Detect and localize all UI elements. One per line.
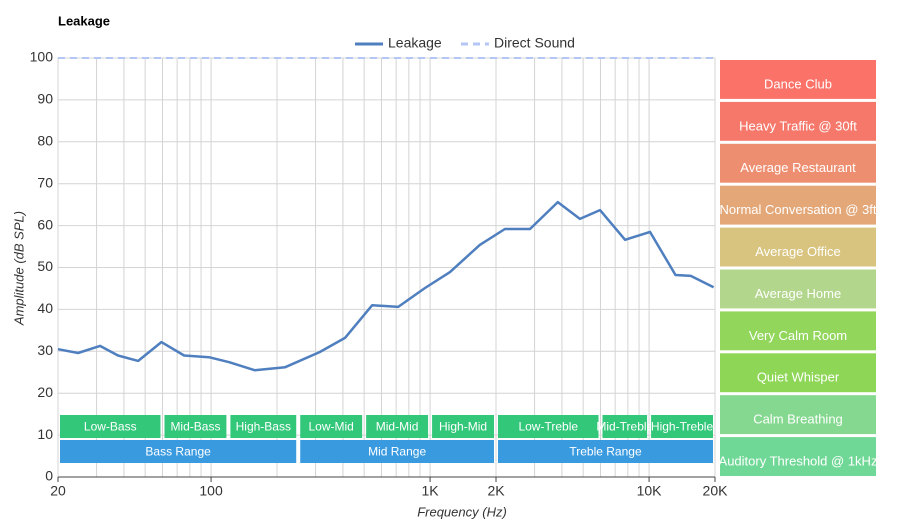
y-tick-label: 30 <box>37 342 53 358</box>
frequency-range <box>230 415 297 438</box>
reference-level <box>720 227 876 267</box>
frequency-range-label: Low-Treble <box>518 420 578 434</box>
reference-level-label: Heavy Traffic @ 30ft <box>739 118 857 133</box>
frequency-range <box>164 415 227 438</box>
reference-level-label: Normal Conversation @ 3ft <box>720 202 877 217</box>
reference-level <box>720 395 876 435</box>
frequency-range-label: Treble Range <box>569 445 642 459</box>
x-tick-label: 2K <box>487 483 505 499</box>
reference-level <box>720 60 876 99</box>
reference-level-label: Average Restaurant <box>740 160 856 175</box>
y-tick-label: 10 <box>37 426 53 442</box>
frequency-range-label: Mid-Bass <box>170 420 220 434</box>
legend-label: Direct Sound <box>494 35 575 51</box>
x-tick-label: 1K <box>422 483 440 499</box>
x-tick-label: 20 <box>50 483 66 499</box>
frequency-range-label: High-Treble <box>651 420 714 434</box>
frequency-range <box>300 415 363 438</box>
reference-level <box>720 143 876 183</box>
x-axis-label: Frequency (Hz) <box>417 504 507 519</box>
y-tick-label: 90 <box>37 91 53 107</box>
reference-level <box>720 269 876 309</box>
y-tick-label: 100 <box>30 49 54 65</box>
frequency-range <box>366 415 429 438</box>
x-tick-label: 100 <box>199 483 223 499</box>
frequency-range-label: High-Mid <box>439 420 487 434</box>
frequency-range-label: Mid-Mid <box>376 420 419 434</box>
frequency-range <box>498 415 599 438</box>
x-tick-label: 20K <box>703 483 729 499</box>
frequency-range <box>60 440 297 463</box>
chart-title: Leakage <box>58 13 110 28</box>
frequency-range <box>300 440 494 463</box>
reference-level <box>720 101 876 141</box>
reference-level-label: Average Home <box>755 286 841 301</box>
reference-level-label: Calm Breathing <box>753 412 843 427</box>
y-tick-label: 50 <box>37 258 53 274</box>
frequency-range <box>651 415 713 438</box>
frequency-range-label: Low-Bass <box>84 420 137 434</box>
frequency-range-label: Mid-Treble <box>596 420 653 434</box>
reference-level <box>720 311 876 351</box>
y-tick-label: 80 <box>37 133 53 149</box>
reference-level <box>720 437 876 476</box>
frequency-range <box>498 440 713 463</box>
y-tick-label: 40 <box>37 300 53 316</box>
frequency-range-label: Bass Range <box>145 445 211 459</box>
frequency-range <box>432 415 494 438</box>
y-tick-label: 60 <box>37 216 53 232</box>
y-axis-label: Amplitude (dB SPL) <box>11 211 26 326</box>
frequency-range <box>602 415 648 438</box>
y-tick-label: 0 <box>45 468 53 484</box>
reference-level-label: Auditory Threshold @ 1kHz <box>719 453 878 468</box>
reference-level-label: Quiet Whisper <box>757 370 840 385</box>
y-tick-label: 20 <box>37 384 53 400</box>
frequency-range-label: Low-Mid <box>309 420 354 434</box>
data-line <box>57 200 715 372</box>
reference-level-label: Very Calm Room <box>749 328 847 343</box>
reference-level <box>720 353 876 393</box>
y-tick-label: 70 <box>37 174 53 190</box>
reference-level-label: Average Office <box>755 244 841 259</box>
x-tick-label: 10K <box>637 483 663 499</box>
frequency-range-label: Mid Range <box>368 445 426 459</box>
legend-label: Leakage <box>388 35 442 51</box>
frequency-range <box>60 415 161 438</box>
frequency-range-label: High-Bass <box>236 420 291 434</box>
reference-level <box>720 185 876 225</box>
reference-level-label: Dance Club <box>764 76 832 91</box>
